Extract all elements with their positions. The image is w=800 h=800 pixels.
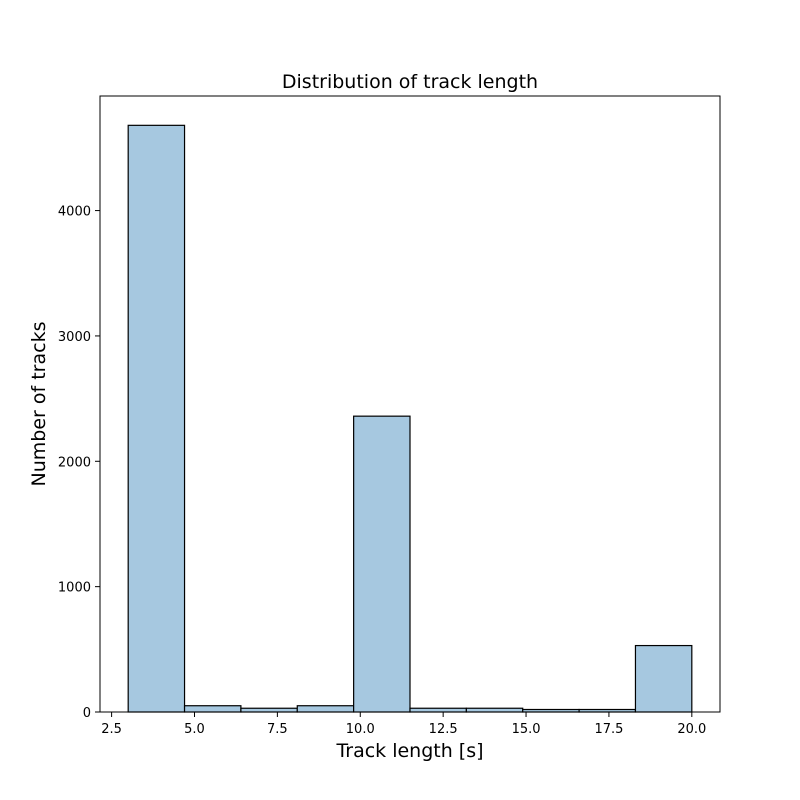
histogram-bar <box>183 705 242 713</box>
y-tick-label: 2000 <box>58 455 91 470</box>
y-tick-label: 1000 <box>58 581 91 596</box>
y-tick-label: 0 <box>83 706 91 721</box>
histogram-bar <box>409 707 467 713</box>
histogram-bar <box>353 415 411 713</box>
x-tick-label: 10.0 <box>346 722 375 737</box>
axes-frame <box>99 95 721 713</box>
x-axis: 2.5 5.0 7.5 10.0 12.5 15.0 17.5 20.0 <box>101 712 706 737</box>
histogram-bar <box>240 707 298 713</box>
x-tick-label: 2.5 <box>101 722 122 737</box>
y-axis: 0 1000 2000 3000 4000 <box>58 205 100 721</box>
y-tick-label: 4000 <box>58 205 91 220</box>
x-tick-label: 20.0 <box>677 722 706 737</box>
histogram-bar <box>127 124 186 713</box>
x-axis-label: Track length [s] <box>335 740 483 762</box>
histogram-bar <box>296 705 355 713</box>
x-tick-label: 7.5 <box>267 722 288 737</box>
x-tick-label: 15.0 <box>512 722 541 737</box>
histogram-bar <box>465 707 524 713</box>
x-tick-label: 12.5 <box>429 722 458 737</box>
x-tick-label: 17.5 <box>594 722 623 737</box>
x-tick-label: 5.0 <box>184 722 205 737</box>
bars-group <box>127 124 693 713</box>
histogram-bar <box>634 644 693 713</box>
y-tick-label: 3000 <box>58 330 91 345</box>
y-axis-label: Number of tracks <box>28 322 50 487</box>
chart-title: Distribution of track length <box>282 71 538 93</box>
